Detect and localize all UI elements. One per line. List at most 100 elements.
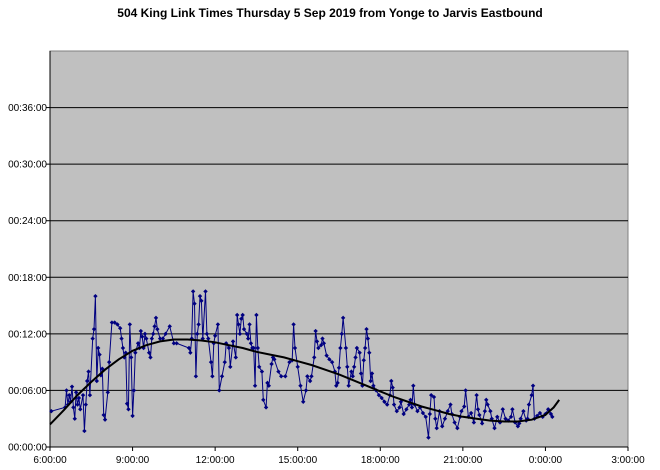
data-point [76, 395, 82, 401]
data-point [217, 388, 222, 393]
data-point [146, 350, 152, 355]
data-point [351, 364, 357, 370]
data-point [415, 408, 420, 414]
data-point [49, 408, 54, 414]
data-point [401, 411, 406, 417]
data-point [230, 339, 236, 344]
data-point [117, 326, 123, 331]
data-point [233, 355, 238, 360]
data-point [431, 394, 437, 400]
plot-area [49, 50, 629, 448]
data-point [508, 414, 514, 420]
data-point [203, 289, 208, 294]
data-point [442, 416, 448, 421]
data-point [190, 289, 196, 294]
data-point [301, 399, 306, 404]
data-point [256, 364, 262, 370]
data-point [241, 326, 247, 332]
data-point [339, 331, 344, 337]
data-point [69, 384, 75, 389]
data-point [440, 424, 445, 429]
data-point [67, 392, 72, 398]
data-point [73, 390, 79, 395]
data-point [171, 341, 177, 346]
x-tick-label: 21:00:00 [443, 455, 482, 466]
data-point [160, 336, 166, 341]
data-point [102, 417, 108, 422]
data-point [131, 388, 137, 393]
data-point [94, 378, 99, 384]
data-point [84, 378, 90, 384]
data-point [477, 412, 482, 418]
chart-title: 504 King Link Times Thursday 5 Sep 2019 … [117, 6, 542, 20]
data-point [312, 355, 317, 360]
data-point [369, 371, 375, 376]
data-point [101, 412, 106, 418]
data-point [236, 322, 241, 327]
data-point [307, 378, 313, 384]
data-point [420, 410, 426, 416]
data-point [197, 293, 203, 299]
data-point [269, 361, 274, 367]
data-point [479, 421, 485, 426]
data-point [316, 345, 321, 351]
data-point [163, 331, 168, 337]
data-point [335, 380, 340, 386]
data-point [135, 341, 141, 346]
data-point [338, 345, 343, 351]
data-point [389, 378, 394, 384]
data-point [90, 336, 95, 341]
data-point [463, 388, 468, 393]
data-point [482, 408, 488, 414]
data-point [510, 407, 515, 412]
data-point [518, 416, 523, 421]
data-point [484, 397, 489, 403]
x-tick-label: 12:00:00 [196, 455, 235, 466]
data-point [530, 383, 536, 388]
data-point [368, 378, 373, 384]
data-point [448, 402, 453, 407]
data-point [252, 383, 258, 388]
data-point [346, 383, 351, 388]
data-point [130, 413, 135, 419]
data-point [517, 421, 522, 426]
data-point [409, 405, 415, 410]
data-point [91, 326, 97, 332]
data-point [324, 353, 329, 358]
data-point [382, 399, 387, 404]
x-tick-label: 3:00:00 [611, 455, 645, 466]
data-point [75, 402, 80, 407]
data-point [429, 392, 434, 398]
data-point [345, 364, 350, 370]
x-tick-label: 0:00:00 [529, 455, 563, 466]
data-point [126, 407, 131, 412]
data-point [529, 392, 534, 398]
data-point [133, 350, 138, 355]
data-point [199, 298, 204, 304]
data-point [204, 331, 210, 337]
data-point [193, 374, 199, 379]
data-point [222, 359, 227, 365]
y-tick-label: 00:12:00 [8, 329, 47, 340]
data-point [239, 316, 244, 321]
x-tick-label: 9:00:00 [116, 455, 150, 466]
y-tick-label: 00:36:00 [8, 103, 47, 114]
data-point [87, 392, 93, 398]
data-point [318, 342, 324, 348]
data-point [320, 336, 325, 341]
data-point [503, 416, 508, 421]
data-point [80, 392, 86, 398]
data-point [408, 397, 413, 403]
data-point [153, 315, 159, 321]
data-point [127, 322, 133, 327]
data-point [263, 405, 269, 410]
data-point [362, 345, 368, 351]
data-point [329, 359, 335, 365]
data-point [174, 341, 179, 346]
data-point [248, 341, 254, 346]
y-tick-label: 00:18:00 [8, 273, 47, 284]
data-point [521, 408, 526, 414]
data-point [426, 435, 431, 440]
data-point [357, 350, 362, 355]
